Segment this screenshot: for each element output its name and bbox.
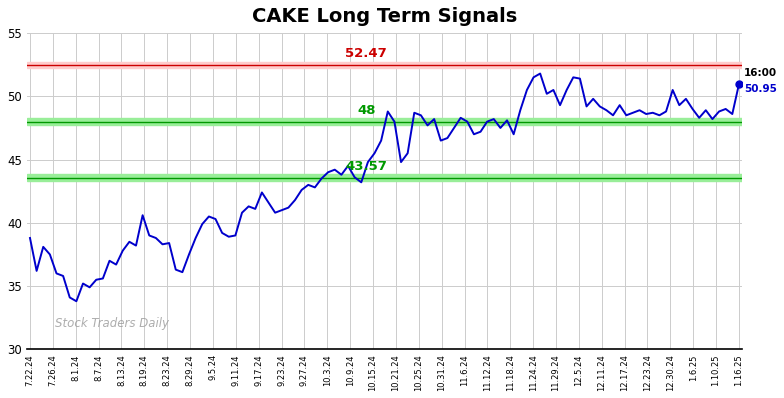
Title: CAKE Long Term Signals: CAKE Long Term Signals [252,7,517,26]
Text: 50.95: 50.95 [744,84,777,94]
Bar [27,174,742,181]
Text: 48: 48 [357,104,376,117]
Text: 16:00: 16:00 [744,68,778,78]
Bar [27,62,742,68]
Text: Stock Traders Daily: Stock Traders Daily [56,317,169,330]
Bar [27,119,742,125]
Text: 43.57: 43.57 [346,160,387,173]
Text: 52.47: 52.47 [346,47,387,60]
